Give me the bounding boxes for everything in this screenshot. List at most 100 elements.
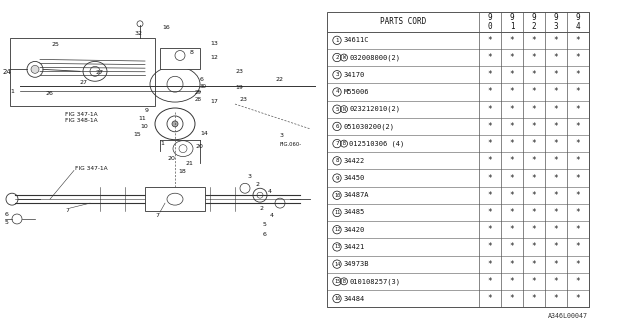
Text: *: * [509, 139, 515, 148]
Text: 26: 26 [45, 91, 53, 96]
Text: 34450: 34450 [344, 175, 365, 181]
Text: 4: 4 [270, 212, 274, 218]
Text: *: * [532, 70, 536, 79]
Text: 34485: 34485 [344, 210, 365, 215]
Text: *: * [576, 87, 580, 96]
Text: 2: 2 [532, 22, 536, 31]
Text: 9: 9 [488, 13, 492, 22]
Text: *: * [532, 122, 536, 131]
Text: *: * [532, 87, 536, 96]
Bar [327, 12, 589, 307]
Text: *: * [488, 225, 492, 234]
Text: 9: 9 [509, 13, 515, 22]
Text: 23: 23 [235, 69, 243, 74]
Text: 12: 12 [210, 55, 218, 60]
Text: M55006: M55006 [344, 89, 369, 95]
Text: 15: 15 [133, 132, 141, 137]
Text: *: * [509, 122, 515, 131]
Text: 5: 5 [335, 107, 339, 112]
Text: 34420: 34420 [344, 227, 365, 233]
Text: 34421: 34421 [344, 244, 365, 250]
Text: 2: 2 [260, 205, 264, 211]
Text: 13: 13 [334, 244, 340, 249]
Text: *: * [532, 225, 536, 234]
Text: *: * [576, 36, 580, 45]
Text: *: * [554, 105, 558, 114]
Text: *: * [554, 208, 558, 217]
Text: *: * [488, 87, 492, 96]
Text: *: * [576, 53, 580, 62]
Text: *: * [554, 53, 558, 62]
Text: *: * [576, 156, 580, 165]
Text: 7: 7 [65, 208, 69, 212]
Text: *: * [509, 156, 515, 165]
Text: PARTS CORD: PARTS CORD [380, 17, 426, 26]
Circle shape [31, 65, 39, 73]
Text: *: * [554, 277, 558, 286]
Text: 012510306 (4): 012510306 (4) [349, 140, 404, 147]
Text: *: * [532, 36, 536, 45]
Text: *: * [554, 225, 558, 234]
Text: 6: 6 [335, 124, 339, 129]
Text: 14: 14 [334, 262, 340, 267]
Text: *: * [554, 87, 558, 96]
Text: *: * [576, 105, 580, 114]
Text: 34973B: 34973B [344, 261, 369, 267]
Text: *: * [509, 225, 515, 234]
Text: 27: 27 [95, 70, 103, 75]
Text: *: * [532, 173, 536, 182]
Text: *: * [509, 173, 515, 182]
Text: *: * [509, 105, 515, 114]
Text: *: * [532, 105, 536, 114]
Text: 051030200(2): 051030200(2) [344, 123, 395, 130]
Text: 032008000(2): 032008000(2) [349, 54, 400, 61]
Text: 4: 4 [576, 22, 580, 31]
Text: FIG.060-: FIG.060- [280, 142, 302, 147]
Text: FIG 348-1A: FIG 348-1A [65, 118, 98, 124]
Text: 9: 9 [554, 13, 558, 22]
Text: *: * [488, 36, 492, 45]
Text: 9: 9 [145, 108, 149, 114]
Bar [160, 48, 200, 69]
Text: FIG 347-1A: FIG 347-1A [65, 112, 98, 117]
Text: 1: 1 [160, 141, 164, 146]
Text: *: * [554, 122, 558, 131]
Text: 023212010(2): 023212010(2) [349, 106, 400, 112]
Text: 34487A: 34487A [344, 192, 369, 198]
Text: *: * [532, 156, 536, 165]
Circle shape [172, 121, 178, 127]
Text: *: * [576, 277, 580, 286]
Text: *: * [554, 173, 558, 182]
Text: 10: 10 [140, 124, 148, 129]
Bar [10, 38, 155, 106]
Text: 0: 0 [488, 22, 492, 31]
Text: *: * [488, 277, 492, 286]
Text: *: * [576, 191, 580, 200]
Text: *: * [509, 87, 515, 96]
Text: *: * [532, 243, 536, 252]
Text: *: * [509, 208, 515, 217]
Text: *: * [532, 53, 536, 62]
Text: B: B [342, 279, 346, 284]
Text: 20: 20 [168, 156, 176, 161]
Text: 18: 18 [178, 169, 186, 174]
Text: *: * [554, 70, 558, 79]
Text: *: * [532, 260, 536, 268]
Text: *: * [488, 173, 492, 182]
Text: 13: 13 [210, 41, 218, 46]
Text: 28: 28 [195, 97, 202, 101]
Text: *: * [488, 70, 492, 79]
Text: 4: 4 [335, 90, 339, 94]
Text: *: * [509, 53, 515, 62]
Text: 3: 3 [248, 174, 252, 179]
Text: *: * [488, 294, 492, 303]
Text: 3: 3 [280, 133, 284, 138]
Text: *: * [576, 260, 580, 268]
Bar [145, 187, 205, 211]
Text: A346L00047: A346L00047 [548, 313, 588, 319]
Text: N: N [342, 107, 346, 112]
Text: *: * [488, 105, 492, 114]
Text: 4: 4 [268, 189, 272, 194]
Text: 7: 7 [155, 212, 159, 218]
Text: 5: 5 [5, 220, 9, 226]
